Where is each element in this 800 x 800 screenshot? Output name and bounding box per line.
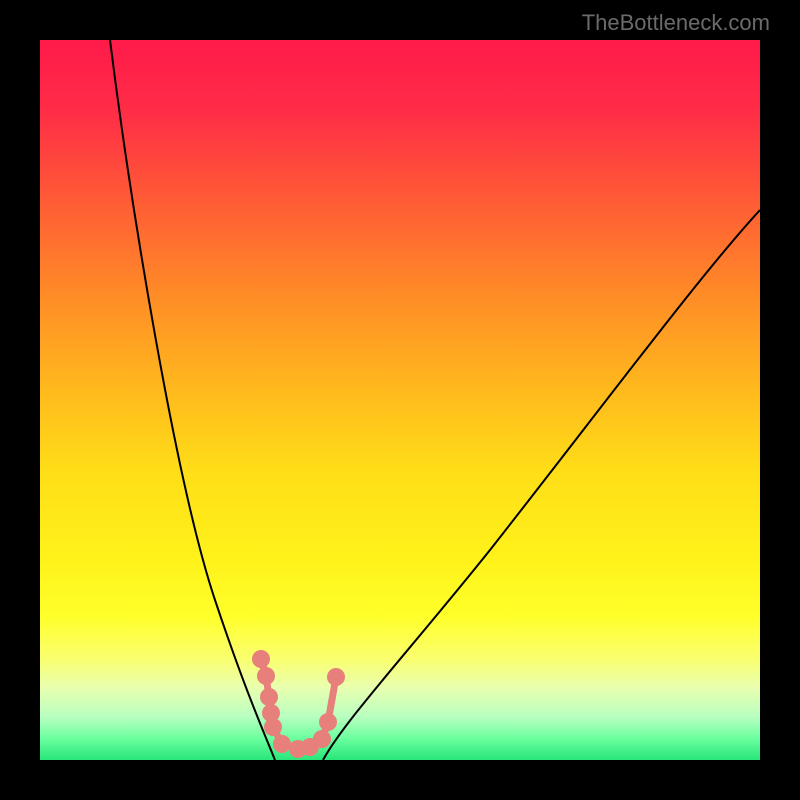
valley-dot <box>313 730 331 748</box>
valley-dot <box>260 688 278 706</box>
watermark-text: TheBottleneck.com <box>582 10 770 36</box>
valley-dot <box>273 735 291 753</box>
valley-dot <box>264 718 282 736</box>
left-curve <box>110 40 275 760</box>
plot-area <box>40 40 760 760</box>
chart-frame: TheBottleneck.com <box>0 0 800 800</box>
right-curve <box>323 210 760 760</box>
bottleneck-curve-svg <box>40 40 760 760</box>
valley-dot <box>319 713 337 731</box>
valley-dot <box>252 650 270 668</box>
valley-dot <box>257 667 275 685</box>
valley-dot <box>327 668 345 686</box>
